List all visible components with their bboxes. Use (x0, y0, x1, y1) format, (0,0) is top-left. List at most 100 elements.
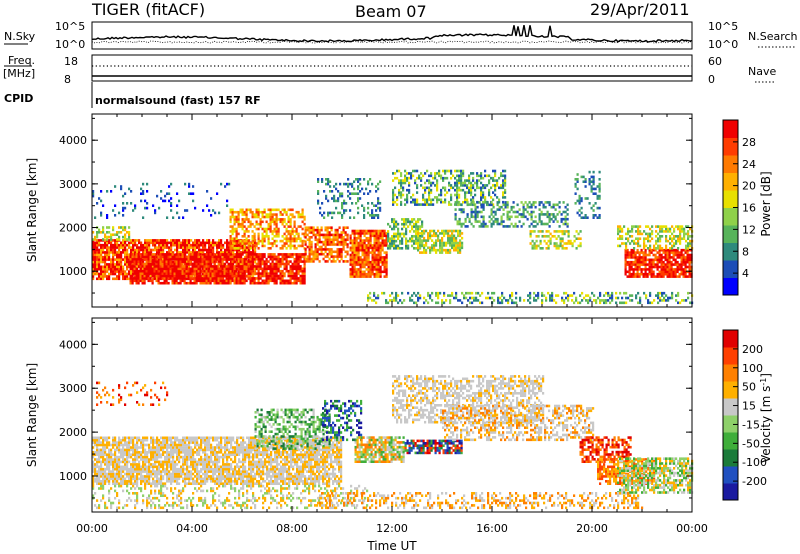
nave-label: Nave (748, 65, 776, 78)
data-cell (225, 257, 228, 261)
data-cell (207, 279, 210, 283)
data-cell (373, 236, 376, 240)
data-cell (134, 243, 137, 247)
data-cell (218, 239, 221, 242)
data-cell (285, 239, 288, 243)
data-cell (257, 242, 260, 245)
data-cell (440, 176, 443, 180)
data-cell (393, 232, 396, 236)
data-cell (163, 277, 166, 280)
data-cell (108, 226, 111, 229)
data-cell (435, 301, 438, 305)
data-cell (417, 291, 420, 295)
data-cell (385, 251, 388, 254)
data-cell (102, 238, 105, 241)
freq-label-2: [MHz] (3, 67, 35, 80)
data-cell (165, 269, 168, 273)
data-cell (188, 239, 191, 242)
data-cell (363, 216, 366, 219)
data-cell (261, 213, 264, 216)
data-cell (238, 241, 241, 245)
data-cell (133, 267, 136, 271)
data-cell (173, 257, 176, 261)
data-cell (116, 260, 119, 264)
data-cell (437, 229, 440, 233)
data-cell (333, 211, 336, 215)
data-cell (326, 228, 329, 232)
data-cell (120, 255, 123, 259)
data-cell (365, 253, 368, 257)
data-cell (237, 247, 240, 250)
data-cell (341, 216, 344, 219)
data-cell (452, 174, 455, 178)
data-cell (343, 199, 346, 203)
data-cell (474, 220, 477, 223)
data-cell (464, 198, 467, 202)
data-cell (688, 272, 691, 276)
data-cell (92, 231, 95, 234)
data-cell (102, 243, 105, 247)
data-cell (460, 208, 463, 211)
data-cell (409, 237, 412, 240)
data-cell (128, 270, 131, 273)
data-cell (357, 251, 360, 254)
data-cell (397, 230, 400, 233)
data-cell (204, 241, 207, 245)
data-cell (295, 265, 298, 268)
data-cell (175, 267, 178, 271)
data-cell (131, 257, 134, 261)
data-cell (293, 244, 296, 248)
data-cell (158, 243, 161, 247)
data-cell (476, 215, 479, 219)
data-cell (410, 200, 413, 204)
data-cell (482, 184, 485, 187)
data-cell (217, 257, 220, 261)
data-cell (183, 279, 186, 283)
data-cell (236, 239, 239, 242)
data-cell (167, 253, 170, 256)
data-cell (375, 234, 378, 238)
data-cell (361, 265, 364, 269)
data-cell (504, 179, 507, 182)
data-cell (265, 230, 268, 233)
data-cell (371, 216, 374, 219)
data-cell (667, 227, 670, 231)
data-cell (439, 241, 442, 245)
data-cell (379, 209, 382, 212)
data-cell (346, 252, 349, 256)
data-cell (295, 230, 298, 233)
data-cell (289, 208, 292, 212)
data-cell (359, 234, 362, 238)
data-cell (392, 188, 395, 192)
data-cell (245, 210, 248, 214)
data-cell (332, 238, 335, 241)
data-cell (243, 210, 246, 214)
data-cell (673, 242, 676, 245)
data-cell (245, 242, 248, 245)
data-cell (344, 260, 347, 263)
data-cell (143, 253, 146, 256)
data-cell (316, 243, 319, 246)
data-cell (459, 232, 462, 235)
data-cell (304, 252, 307, 256)
data-cell (502, 179, 505, 182)
data-cell (676, 268, 679, 271)
data-cell (180, 251, 183, 254)
data-cell (94, 238, 97, 241)
data-cell (289, 253, 292, 256)
data-cell (436, 184, 439, 187)
data-cell (242, 251, 245, 254)
data-cell (630, 265, 633, 269)
data-cell (635, 237, 638, 240)
data-cell (340, 238, 343, 241)
data-cell (557, 247, 560, 250)
data-cell (656, 265, 659, 269)
data-cell (667, 239, 670, 243)
data-cell (171, 272, 174, 275)
data-cell (644, 256, 647, 259)
data-cell (316, 238, 319, 241)
data-cell (457, 248, 460, 252)
data-cell (330, 255, 333, 258)
data-cell (277, 235, 280, 238)
data-cell (672, 275, 675, 278)
